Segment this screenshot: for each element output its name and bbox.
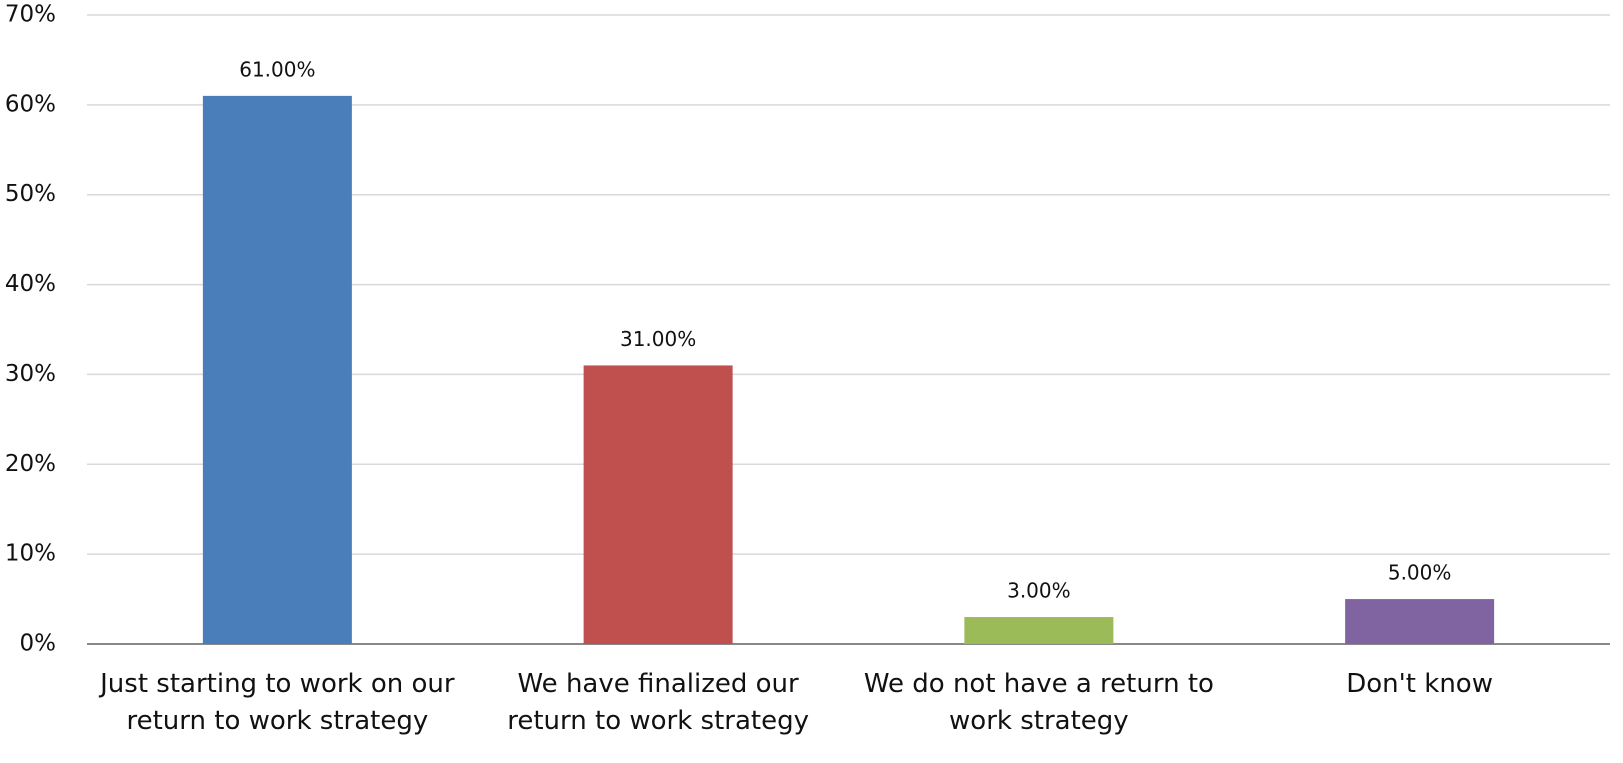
x-tick-label: Just starting to work on our return to w… [100,669,455,736]
y-tick-label: 10% [5,541,56,567]
bar [1345,599,1495,644]
value-label: 5.00% [1388,561,1452,585]
y-tick-label: 70% [5,2,56,28]
x-tick-label: We do not have a return to work strategy [863,669,1214,736]
value-label: 61.00% [239,57,315,81]
value-label: 3.00% [1007,579,1071,603]
x-tick-label: Don't know [1346,669,1493,699]
y-tick-label: 50% [5,181,56,207]
value-label: 31.00% [620,327,696,351]
bar [202,95,352,644]
x-tick-label: We have finalized our return to work str… [507,669,809,736]
y-tick-label: 20% [5,451,56,477]
bar [964,617,1114,644]
y-tick-label: 0% [20,631,57,657]
y-tick-label: 40% [5,271,56,297]
bar [583,365,733,644]
y-tick-label: 30% [5,361,56,387]
y-tick-label: 60% [5,91,56,117]
